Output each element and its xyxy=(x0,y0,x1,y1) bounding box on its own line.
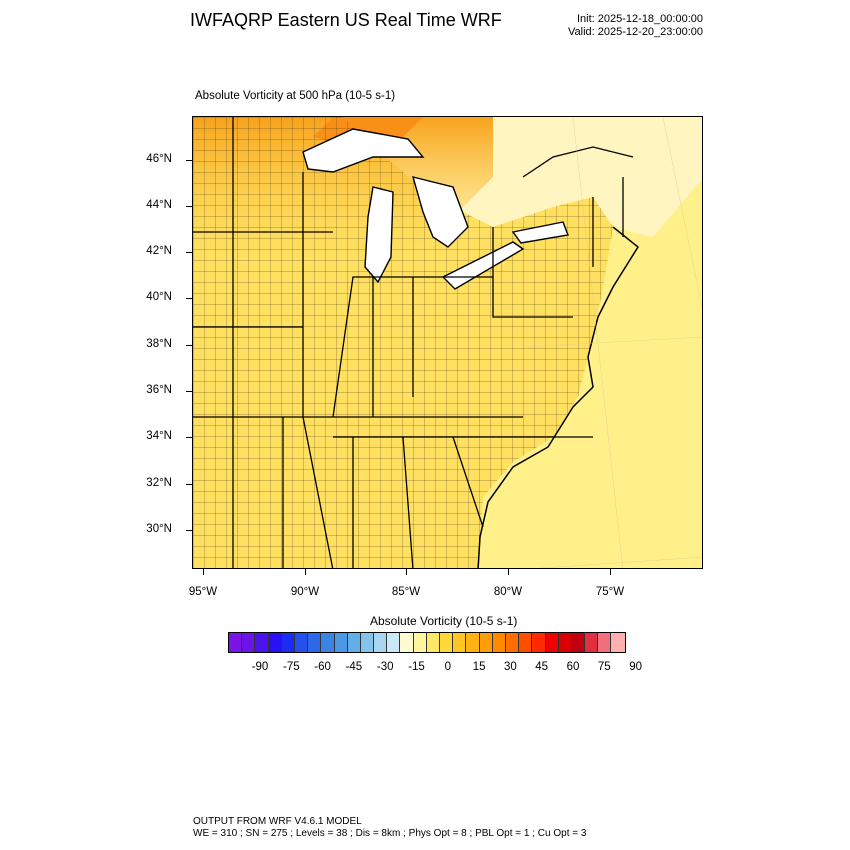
colorbar-swatch xyxy=(532,633,546,652)
lat-tick xyxy=(186,530,192,531)
colorbar-swatch xyxy=(387,633,401,652)
colorbar-swatch xyxy=(308,633,322,652)
lat-label: 38°N xyxy=(146,338,172,350)
colorbar-label: 60 xyxy=(566,661,580,673)
colorbar-swatch xyxy=(571,633,586,652)
colorbar-swatch xyxy=(519,633,533,652)
lat-label: 46°N xyxy=(146,153,172,165)
colorbar xyxy=(228,632,626,653)
lat-label: 34°N xyxy=(146,430,172,442)
vorticity-map xyxy=(193,117,702,568)
lon-tick xyxy=(508,569,509,575)
lat-tick xyxy=(186,484,192,485)
lat-label: 42°N xyxy=(146,245,172,257)
colorbar-swatch xyxy=(229,633,243,652)
lon-tick xyxy=(305,569,306,575)
colorbar-label: 15 xyxy=(472,661,486,673)
colorbar-swatch xyxy=(611,633,625,652)
colorbar-swatch xyxy=(492,633,506,652)
colorbar-swatch xyxy=(466,633,480,652)
lat-tick xyxy=(186,206,192,207)
lake-superior xyxy=(302,128,425,173)
init-time: Init: 2025-12-18_00:00:00 xyxy=(577,13,703,25)
colorbar-swatch xyxy=(453,633,467,652)
lat-tick xyxy=(186,345,192,346)
model-version: OUTPUT FROM WRF V4.6.1 MODEL xyxy=(193,816,362,827)
colorbar-swatch xyxy=(255,633,269,652)
colorbar-swatch xyxy=(268,633,282,652)
colorbar-swatch xyxy=(347,633,361,652)
colorbar-label: 90 xyxy=(629,661,642,673)
colorbar-label: 0 xyxy=(444,661,451,673)
colorbar-label: 30 xyxy=(503,661,517,673)
lat-label: 36°N xyxy=(146,384,172,396)
colorbar-label: -90 xyxy=(251,661,269,673)
colorbar-swatch xyxy=(400,633,414,652)
lon-label: 80°W xyxy=(493,586,523,598)
lat-tick xyxy=(186,298,192,299)
colorbar-swatch xyxy=(321,633,335,652)
colorbar-swatch xyxy=(505,633,520,652)
lat-tick xyxy=(186,437,192,438)
lat-tick xyxy=(186,391,192,392)
map-subtitle: Absolute Vorticity at 500 hPa (10-5 s-1) xyxy=(195,90,396,102)
colorbar-label: -30 xyxy=(376,661,394,673)
lat-label: 40°N xyxy=(146,291,172,303)
model-config: WE = 310 ; SN = 275 ; Levels = 38 ; Dis … xyxy=(193,828,587,839)
colorbar-swatch xyxy=(598,633,612,652)
colorbar-swatch xyxy=(413,633,427,652)
colorbar-label: -45 xyxy=(345,661,363,673)
county-lines xyxy=(193,117,613,568)
colorbar-swatch xyxy=(242,633,256,652)
colorbar-label: 75 xyxy=(597,661,611,673)
colorbar-swatch xyxy=(585,633,599,652)
colorbar-label: -15 xyxy=(408,661,425,673)
colorbar-swatch xyxy=(426,633,440,652)
lon-tick xyxy=(610,569,611,575)
colorbar-swatch xyxy=(479,633,493,652)
lon-label: 90°W xyxy=(290,586,320,598)
lat-tick xyxy=(186,252,192,253)
lat-tick xyxy=(186,160,192,161)
state-boundaries xyxy=(193,117,634,568)
lat-label: 32°N xyxy=(146,477,172,489)
colorbar-label: -75 xyxy=(282,661,300,673)
colorbar-swatch xyxy=(360,633,375,652)
colorbar-swatch xyxy=(334,633,348,652)
colorbar-label: -60 xyxy=(314,661,331,673)
colorbar-swatch xyxy=(281,633,295,652)
atlantic-coast xyxy=(477,226,639,568)
lon-label: 95°W xyxy=(188,586,218,598)
map-panel xyxy=(192,116,703,569)
lat-label: 30°N xyxy=(146,523,172,535)
lake-huron xyxy=(411,176,469,248)
colorbar-swatch xyxy=(558,633,572,652)
lon-tick xyxy=(406,569,407,575)
lat-label: 44°N xyxy=(146,199,172,211)
valid-time: Valid: 2025-12-20_23:00:00 xyxy=(568,26,703,38)
lon-label: 85°W xyxy=(391,586,421,598)
lon-tick xyxy=(203,569,204,575)
time-info: Init: 2025-12-18_00:00:00 Valid: 2025-12… xyxy=(520,13,703,39)
colorbar-swatch xyxy=(440,633,454,652)
lake-michigan xyxy=(364,186,394,284)
colorbar-swatch xyxy=(374,633,388,652)
colorbar-title: Absolute Vorticity (10-5 s-1) xyxy=(370,614,518,628)
colorbar-swatch xyxy=(545,633,559,652)
main-title: IWFAQRP Eastern US Real Time WRF xyxy=(190,10,502,30)
graticule xyxy=(522,117,702,568)
lon-label: 75°W xyxy=(595,586,625,598)
lake-ontario xyxy=(511,221,569,244)
colorbar-swatch xyxy=(294,633,309,652)
model-info-footer: OUTPUT FROM WRF V4.6.1 MODEL WE = 310 ; … xyxy=(193,816,586,840)
colorbar-label: 45 xyxy=(535,661,549,673)
